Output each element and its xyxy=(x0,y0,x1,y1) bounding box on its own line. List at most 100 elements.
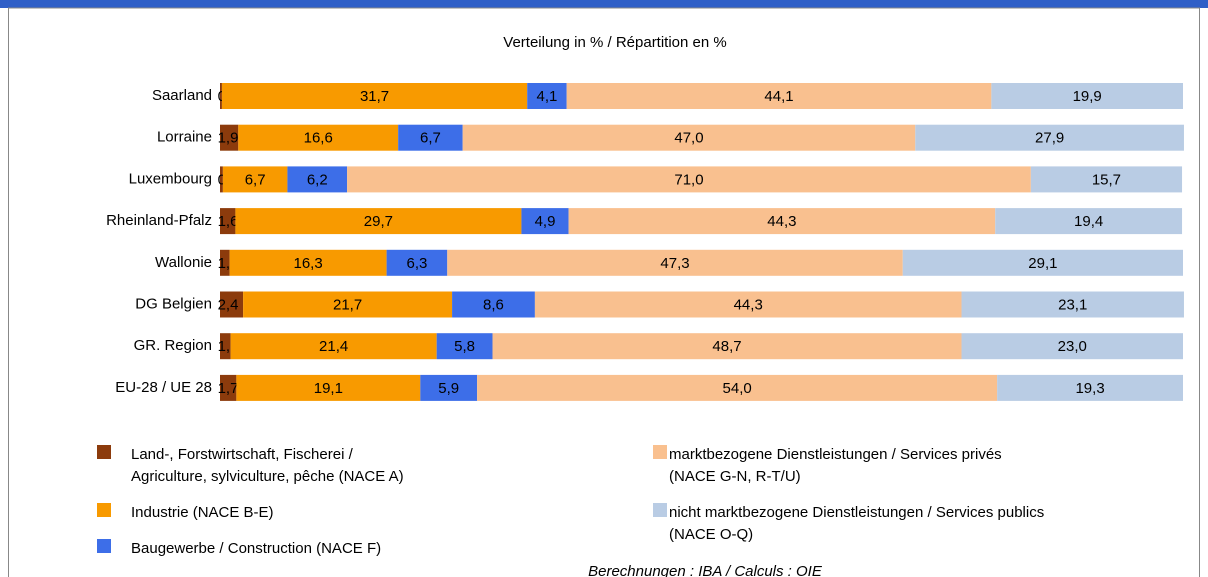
data-label: 16,6 xyxy=(304,130,333,147)
bar-segment xyxy=(902,249,1183,276)
legend-label: Land-, Forstwirtschaft, Fischerei / Agri… xyxy=(131,446,404,485)
bar-segment xyxy=(238,124,399,151)
data-label: 2,4 xyxy=(218,296,239,313)
bar-segment xyxy=(568,208,996,235)
bar-segment xyxy=(436,333,493,360)
data-label: 15,7 xyxy=(1092,171,1121,188)
legend-swatch xyxy=(97,445,111,459)
data-label: 5,8 xyxy=(454,338,475,355)
category-label: Wallonie xyxy=(155,254,212,271)
data-label: 1,6 xyxy=(218,213,239,230)
bar-segment xyxy=(347,166,1031,193)
bar-segment xyxy=(961,333,1183,360)
bar-segment xyxy=(534,291,962,318)
data-label: 6,3 xyxy=(407,255,428,272)
bar-segment xyxy=(420,374,478,401)
legend-label: Baugewerbe / Construction (NACE F) xyxy=(131,540,382,557)
bar-segment xyxy=(566,83,992,109)
legend-swatch xyxy=(653,503,667,517)
data-label: 44,1 xyxy=(764,88,793,105)
data-label: 47,0 xyxy=(674,130,703,147)
bar-segment xyxy=(287,166,348,193)
data-label: 23,0 xyxy=(1058,338,1087,355)
bar-segment xyxy=(222,166,288,193)
bar-segment xyxy=(235,208,522,235)
data-label: 6,2 xyxy=(307,171,328,188)
bar-segment xyxy=(220,374,237,401)
bar-segment xyxy=(452,291,535,318)
legend-label: nicht marktbezogene Dienstleistungen / S… xyxy=(669,504,1045,543)
data-label: 29,1 xyxy=(1028,255,1057,272)
legend-swatch xyxy=(97,539,111,553)
source: Berechnungen : IBA / Calculs : OIE xyxy=(588,563,823,577)
bar-segment xyxy=(462,124,916,151)
data-label: 27,9 xyxy=(1035,130,1064,147)
bar-segment xyxy=(243,291,453,318)
bar-segment xyxy=(995,208,1183,235)
data-label: 1,7 xyxy=(218,380,239,397)
data-label: 19,9 xyxy=(1073,88,1102,105)
bar-segment xyxy=(915,124,1184,151)
legend-label: Industrie (NACE B-E) xyxy=(131,504,274,521)
data-label: 8,6 xyxy=(483,296,504,313)
bar-segment xyxy=(961,291,1184,318)
data-label: 47,3 xyxy=(660,255,689,272)
bar-segment xyxy=(492,333,962,360)
bar-segment xyxy=(477,374,998,401)
data-label: 44,3 xyxy=(767,213,796,230)
bar-segment xyxy=(236,374,421,401)
bar-segment xyxy=(230,333,437,360)
data-label: 5,9 xyxy=(438,380,459,397)
data-label: 4,9 xyxy=(535,213,556,230)
bar-segment xyxy=(220,166,223,193)
bar-segment xyxy=(527,83,567,109)
bar-segment xyxy=(229,249,387,276)
bar-segment xyxy=(220,124,239,151)
frame xyxy=(8,7,1200,577)
bar-segment xyxy=(398,124,463,151)
bar-segment xyxy=(220,83,222,109)
bar-segment xyxy=(991,83,1183,109)
legend-label: marktbezogene Dienstleistungen / Service… xyxy=(669,446,1002,485)
data-label: 6,7 xyxy=(420,130,441,147)
category-label: Lorraine xyxy=(157,129,212,146)
data-label: 54,0 xyxy=(723,380,752,397)
data-label: 29,7 xyxy=(364,213,393,230)
data-label: 16,3 xyxy=(294,255,323,272)
data-label: 48,7 xyxy=(712,338,741,355)
subtitle: Verteilung in % / Répartition en % xyxy=(503,34,726,51)
data-label: 19,4 xyxy=(1074,213,1103,230)
data-label: 4,1 xyxy=(537,88,558,105)
category-label: GR. Region xyxy=(134,337,212,354)
legend-swatch xyxy=(653,445,667,459)
category-label: DG Belgien xyxy=(135,295,212,312)
data-label: 71,0 xyxy=(674,171,703,188)
bar-segment xyxy=(220,249,230,276)
data-label: 1,9 xyxy=(218,130,239,147)
title-band xyxy=(0,0,1208,8)
bar-segment xyxy=(997,374,1183,401)
data-label: 44,3 xyxy=(734,296,763,313)
bar-segment xyxy=(220,333,231,360)
bar-segment xyxy=(220,291,244,318)
bar-segment xyxy=(521,208,569,235)
category-label: EU-28 / UE 28 xyxy=(115,379,212,396)
bar-segment xyxy=(1030,166,1183,193)
category-label: Saarland xyxy=(152,87,212,104)
data-label: 23,1 xyxy=(1058,296,1087,313)
data-label: 31,7 xyxy=(360,88,389,105)
category-label: Rheinland-Pfalz xyxy=(106,212,212,229)
bar-segment xyxy=(220,208,236,235)
data-label: 19,3 xyxy=(1075,380,1104,397)
legend-swatch xyxy=(97,503,111,517)
bar-segment xyxy=(221,83,528,109)
data-label: 21,7 xyxy=(333,296,362,313)
bar-segment xyxy=(386,249,448,276)
data-label: 19,1 xyxy=(314,380,343,397)
category-label: Luxembourg xyxy=(129,170,212,187)
data-label: 21,4 xyxy=(319,338,348,355)
data-label: 6,7 xyxy=(245,171,266,188)
bar-segment xyxy=(447,249,903,276)
